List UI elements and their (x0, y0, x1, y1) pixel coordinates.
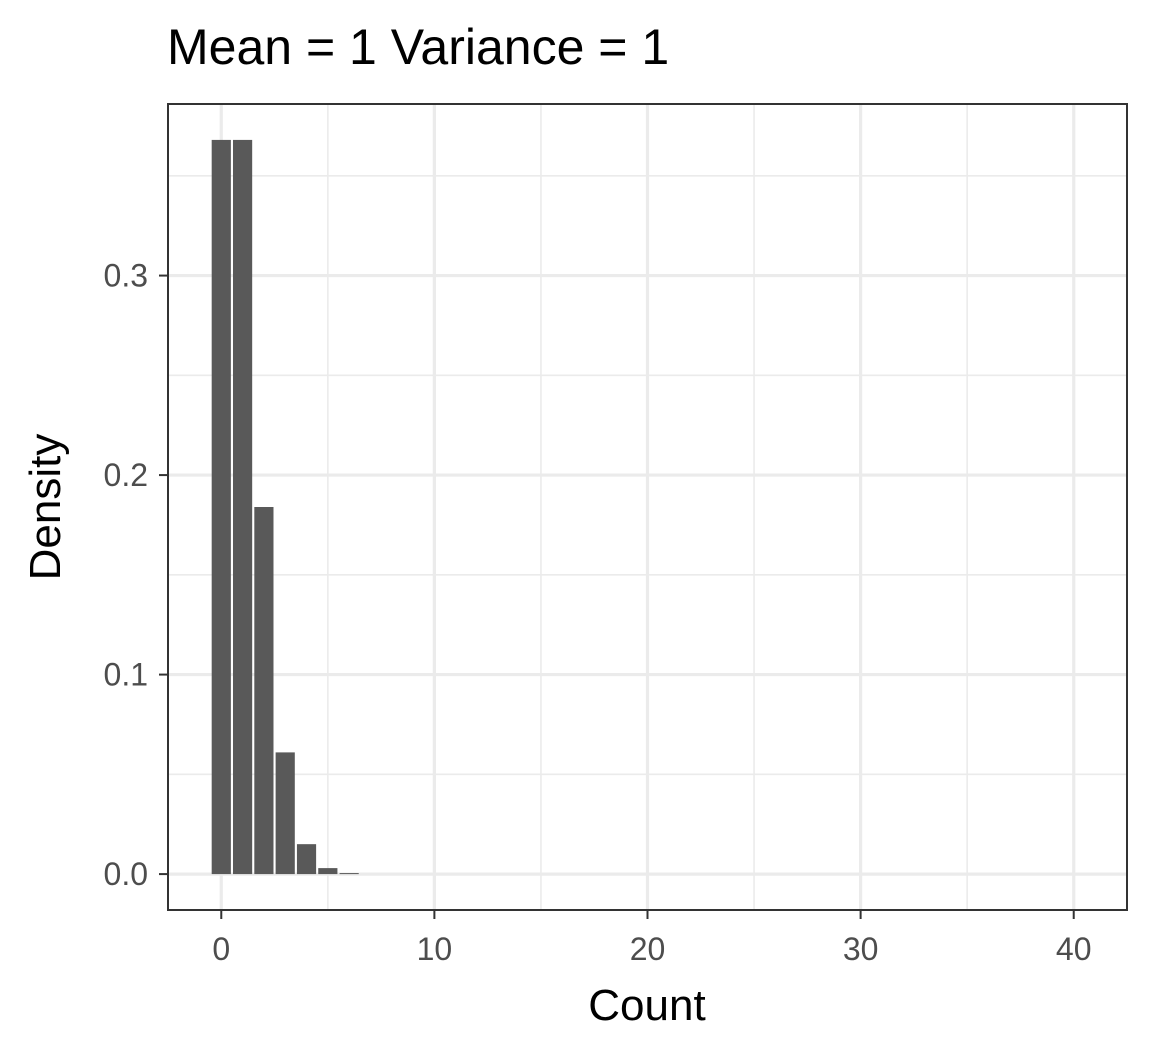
bar (296, 844, 317, 875)
y-tick-label: 0.2 (104, 457, 148, 493)
bar (318, 868, 338, 875)
bar (232, 139, 253, 875)
bar (275, 752, 295, 875)
y-tick-label: 0.1 (104, 657, 148, 693)
x-axis: 0 10 20 30 40 (212, 910, 1092, 967)
bar (211, 139, 231, 875)
y-tick-label: 0.3 (104, 258, 148, 294)
bars (211, 139, 359, 875)
grid-lines (168, 104, 1127, 910)
y-axis: 0.0 0.1 0.2 0.3 (104, 258, 168, 892)
y-axis-title: Density (21, 434, 70, 581)
x-tick-label: 20 (630, 931, 666, 967)
x-tick-label: 10 (417, 931, 453, 967)
bar (339, 873, 359, 875)
bar (254, 507, 274, 875)
y-tick-label: 0.0 (104, 856, 148, 892)
x-tick-label: 40 (1056, 931, 1092, 967)
x-tick-label: 0 (212, 931, 230, 967)
chart-title: Mean = 1 Variance = 1 (167, 19, 669, 75)
x-tick-label: 30 (843, 931, 879, 967)
x-axis-title: Count (588, 981, 705, 1030)
